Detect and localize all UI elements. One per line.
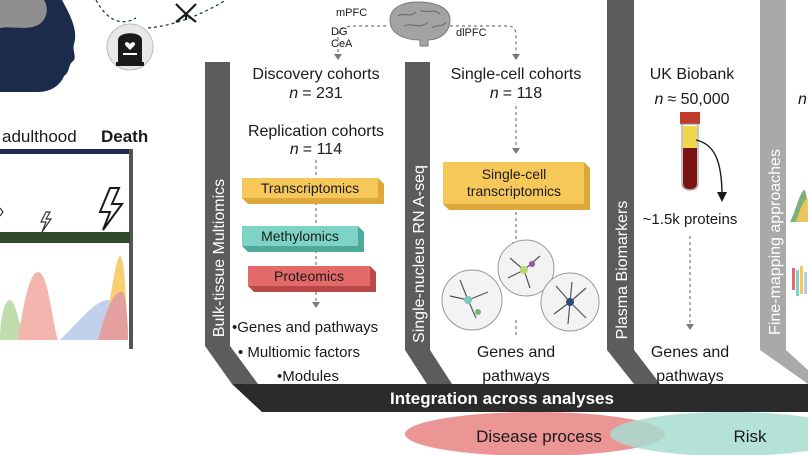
timeline-label: adulthood [2,127,77,146]
bulk-output-3: •Modules [277,368,339,385]
disease-process-label: Disease process [476,427,602,446]
plasma-lane-label: Plasma Biomarkers [614,201,631,340]
single-nucleus-lane-label: Single-nucleus RN A-seq [411,165,428,343]
integration-label: Integration across analyses [390,389,614,408]
region-dg: DG [331,26,348,38]
arrow-left [334,54,342,60]
lightning-icon-large [98,187,124,231]
region-mpfc: mPFC [336,7,367,19]
proteins-arrow-head [717,192,727,202]
timeline-top-bar [0,149,132,154]
sc-output-line-2: pathways [482,368,550,385]
finemap-n: n [798,91,807,108]
disease-ellipse [405,412,665,455]
bulk-output-1: •Genes and pathways [232,319,378,336]
region-dlpfc: dlPFC [456,27,487,39]
replication-title: Replication cohorts [248,123,384,140]
finemap-heatmap-partial [792,266,807,296]
cell-dish-left [441,269,503,331]
bulk-lane [205,62,258,384]
integration-band [232,384,808,412]
single-cell-title: Single-cell cohorts [451,66,582,83]
proteins-count: ~1.5k proteins [643,211,738,228]
cell-dish-right [540,272,600,332]
sc-arrow-1 [512,148,520,154]
plasma-arrow [686,324,694,330]
proteomics-slab: Proteomics [248,266,376,292]
finemap-lane-label: Fine-mapping approaches [767,149,784,335]
sc-box-line-2: transcriptomics [467,183,561,199]
sc-output-line-1: Genes and [477,344,555,361]
region-cea: CeA [331,38,353,50]
plasma-output-line-2: pathways [656,368,724,385]
discovery-title: Discovery cohorts [252,66,379,83]
proteins-arrow-line [695,139,723,197]
head-silhouette [0,0,76,92]
blood-tube-icon [680,112,700,191]
lightning-icon-partial [0,207,4,217]
plasma-lane [607,0,660,384]
branch-left [337,25,388,58]
spark-icon [175,3,197,23]
finemap-lane [760,0,808,384]
bulk-output-2: • Multiomic factors [238,344,360,361]
dotted-connector-top [147,0,227,29]
transcriptomics-slab: Transcriptomics [242,178,384,204]
bulk-lane-label: Bulk-tissue Multiomics [211,179,228,337]
branch-right [450,25,517,58]
single-cell-box: Single-cell transcriptomics [443,162,590,210]
uk-biobank-n: n ≈ 50,000 [654,91,729,108]
omics-methylomics: Methylomics [261,228,339,244]
replication-n: n = 114 [290,141,342,158]
cell-dish-middle [497,239,555,297]
plasma-output-line-1: Genes and [651,344,729,361]
tombstone-icon [106,23,154,71]
timeline-right-edge [129,149,133,349]
timeline-curves [0,256,128,340]
omics-transcriptomics: Transcriptomics [261,180,359,196]
risk-ellipse [610,412,808,455]
dotted-connector-left [95,0,137,23]
single-cell-n: n = 118 [490,85,542,102]
timeline-bar [0,232,130,243]
finemap-plot-partial [790,190,808,222]
death-label: Death [101,127,148,146]
sc-box-line-1: Single-cell [482,166,547,182]
discovery-n: n = 231 [289,85,342,102]
risk-label: Risk [733,427,767,446]
bulk-arrow [312,302,320,308]
omics-proteomics: Proteomics [274,268,344,284]
methylomics-slab: Methylomics [242,226,364,252]
arrow-right [512,54,520,60]
lightning-icon-small [40,211,53,233]
uk-biobank-title: UK Biobank [650,66,735,83]
single-nucleus-lane [405,62,452,384]
brain-icon-left [0,0,47,28]
brain-icon-top [389,1,451,47]
